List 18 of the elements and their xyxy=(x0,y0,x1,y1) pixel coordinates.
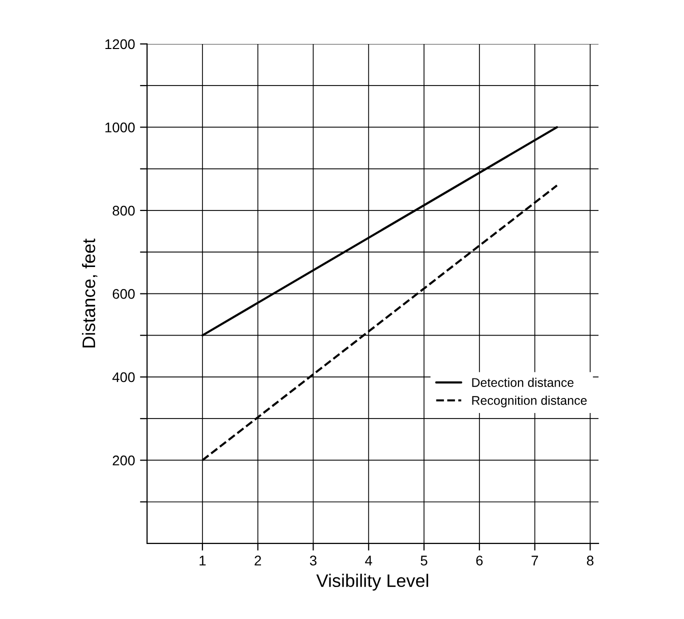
x-tick-label: 6 xyxy=(476,556,483,566)
x-tick-label: 1 xyxy=(200,556,206,566)
y-tick-label: 800 xyxy=(112,206,135,216)
x-axis-title: Visibility Level xyxy=(316,574,428,591)
y-tick-label: 200 xyxy=(112,456,135,466)
y-axis-title: Distance, feet xyxy=(82,238,98,348)
x-tick-label: 2 xyxy=(254,556,262,566)
y-tick-label: 1000 xyxy=(105,122,135,132)
y-tick-label: 400 xyxy=(112,372,135,382)
legend-label: Detection distance xyxy=(472,378,574,387)
x-tick-label: 4 xyxy=(365,556,372,566)
x-tick-label: 3 xyxy=(310,556,316,566)
x-tick-label: 8 xyxy=(586,556,594,566)
legend-label: Recognition distance xyxy=(472,396,587,408)
y-tick-label: 1200 xyxy=(105,39,135,50)
y-tick-label: 600 xyxy=(112,289,135,299)
x-tick-label: 7 xyxy=(532,556,538,566)
x-tick-label: 5 xyxy=(420,556,428,566)
